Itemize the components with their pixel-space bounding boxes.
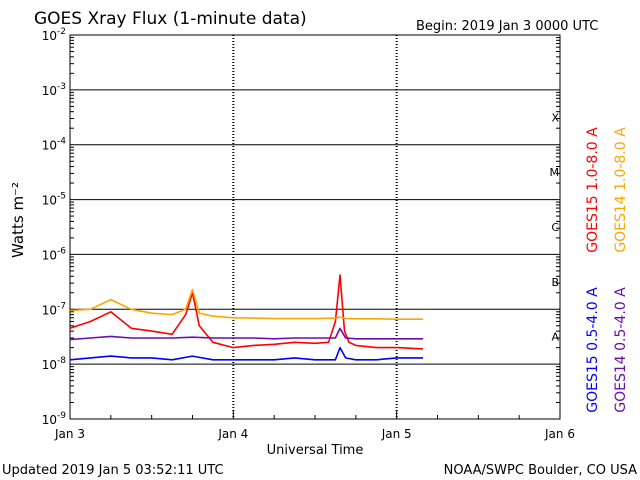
flare-class-label: M [550,166,560,179]
flare-class-label: X [551,111,559,124]
y-tick-label: 10-7 [42,301,66,317]
series-line-3 [69,346,423,361]
x-axis-label: Universal Time [267,443,364,458]
plot-area [69,34,561,420]
legend-entry-3: GOES15 0.5-4.0 A [585,287,601,413]
series-line-1 [69,274,424,350]
updated-time: Updated 2019 Jan 5 03:52:11 UTC [2,463,224,478]
series-line-4 [69,327,423,341]
y-tick-label: 10-4 [42,137,67,153]
y-tick-label: 10-5 [42,192,66,208]
y-tick-label: 10-9 [42,411,67,427]
y-tick-label: 10-8 [42,356,67,372]
series-layer [69,274,424,361]
x-tick-label: Jan 6 [544,427,575,441]
y-tick-label: 10-2 [42,27,66,43]
legend-entry-2: GOES14 1.0-8.0 A [613,127,629,253]
flare-class-label: A [551,331,559,344]
legend-entry-4: GOES14 0.5-4.0 A [613,287,629,413]
grid-layer [70,35,560,419]
legend-layer: GOES15 1.0-8.0 A GOES14 1.0-8.0 A GOES15 0… [585,127,629,413]
flare-class-label: C [551,221,559,234]
y-tick-label: 10-3 [42,82,66,98]
x-tick-label: Jan 3 [54,427,85,441]
x-tick-label: Jan 5 [381,427,412,441]
y-axis-label: Watts m⁻² [9,182,27,258]
chart-title: GOES Xray Flux (1-minute data) [34,9,307,29]
flare-class-label: B [551,276,559,289]
legend-entry-1: GOES15 1.0-8.0 A [585,127,601,253]
credit: NOAA/SWPC Boulder, CO USA [444,463,637,478]
y-tick-label: 10-6 [42,246,67,262]
series-line-2 [69,288,423,321]
begin-time: Begin: 2019 Jan 3 0000 UTC [416,19,598,34]
x-tick-label: Jan 4 [217,427,248,441]
